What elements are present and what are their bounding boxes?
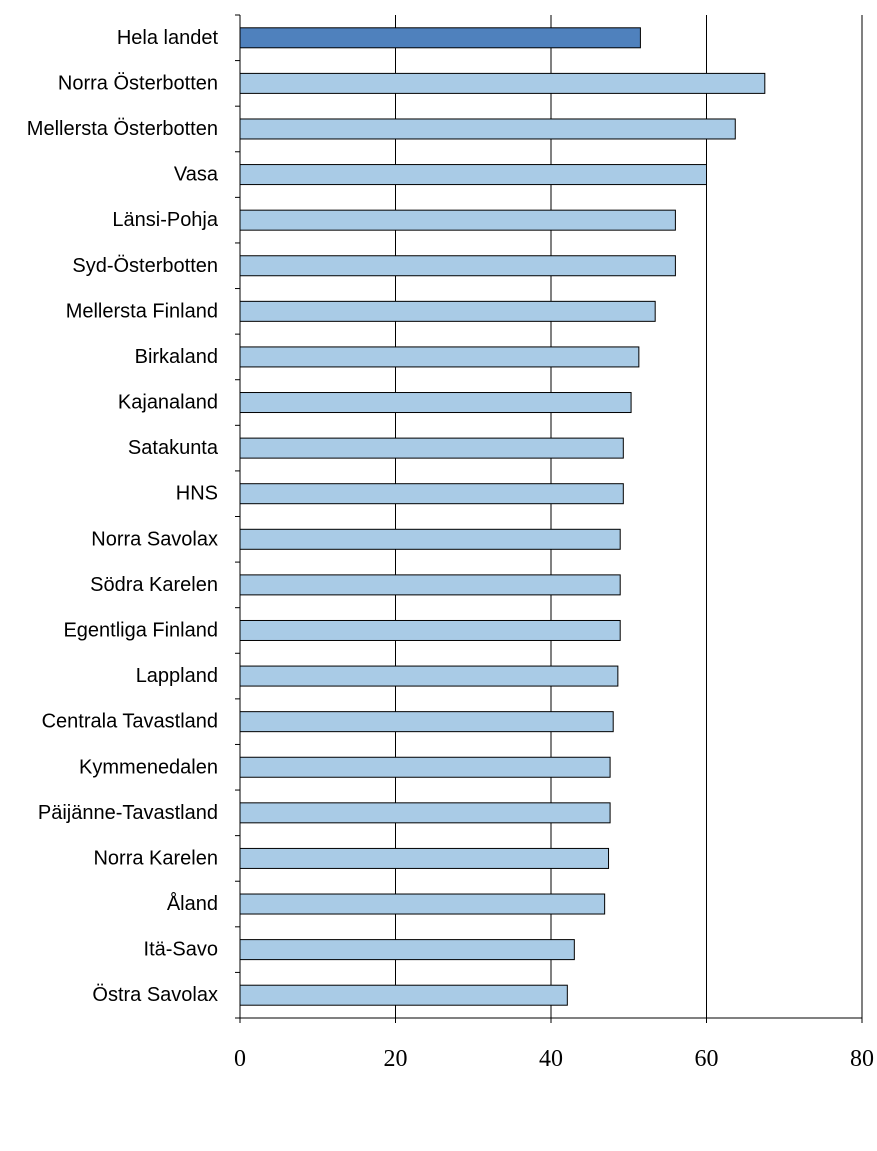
bar-1 <box>239 27 641 49</box>
bar-15 <box>239 665 619 687</box>
category-label: Satakunta <box>128 437 219 459</box>
category-label: Mellersta Österbotten <box>27 118 218 140</box>
bar-8 <box>239 346 640 368</box>
x-tick-label: 40 <box>539 1046 563 1072</box>
bar-20 <box>239 893 606 915</box>
category-label: Östra Savolax <box>92 984 218 1006</box>
category-label: Päijänne-Tavastland <box>38 802 218 824</box>
category-label: Vasa <box>174 164 219 186</box>
bar-14 <box>239 619 621 641</box>
category-label: Hela landet <box>117 27 219 49</box>
bar-12 <box>239 528 621 550</box>
bar-3 <box>239 118 736 140</box>
labels: Hela landet Norra Österbotten Mellersta Ös… <box>27 27 874 1072</box>
category-label: Kajanaland <box>118 392 218 414</box>
category-label: Länsi-Pohja <box>112 209 219 231</box>
category-label: Itä-Savo <box>144 939 218 961</box>
bar-11 <box>239 483 624 505</box>
bar-5 <box>239 209 676 231</box>
category-label: Åland <box>167 892 218 915</box>
bar-7 <box>239 300 656 322</box>
x-tick-label: 60 <box>695 1046 719 1072</box>
category-label: Lappland <box>136 665 218 687</box>
category-label: HNS <box>176 483 218 505</box>
axes <box>235 14 863 1023</box>
bar-6 <box>239 255 676 277</box>
bar-10 <box>239 437 624 459</box>
category-label: Syd-Österbotten <box>72 255 218 277</box>
bar-19 <box>239 847 610 869</box>
bar-17 <box>239 756 611 778</box>
bar-21 <box>239 939 575 961</box>
category-label: Kymmenedalen <box>79 756 218 778</box>
x-tick-label: 20 <box>384 1046 408 1072</box>
category-label: Birkaland <box>135 346 218 368</box>
bar-4 <box>239 164 707 186</box>
bars <box>239 27 766 1006</box>
category-label: Norra Österbotten <box>58 72 218 94</box>
bar-22 <box>239 984 568 1006</box>
category-label: Norra Karelen <box>93 847 218 869</box>
category-label: Egentliga Finland <box>63 619 218 641</box>
bar-18 <box>239 802 611 824</box>
category-label: Norra Savolax <box>91 528 218 550</box>
x-tick-label: 0 <box>234 1046 246 1072</box>
bar-16 <box>239 711 614 733</box>
category-label: Södra Karelen <box>90 574 218 596</box>
x-tick-label: 80 <box>850 1046 874 1072</box>
bar-13 <box>239 574 621 596</box>
bar-9 <box>239 392 632 414</box>
category-label: Centrala Tavastland <box>42 711 218 733</box>
bar-2 <box>239 72 766 94</box>
category-label: Mellersta Finland <box>66 300 218 322</box>
